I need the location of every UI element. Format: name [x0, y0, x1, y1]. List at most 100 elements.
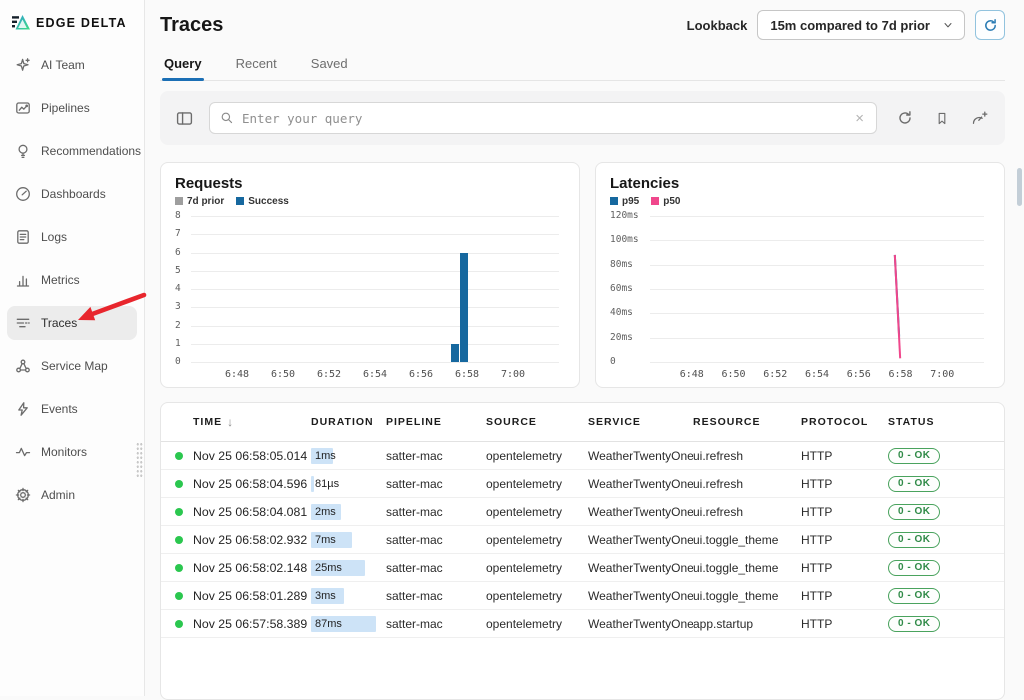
sort-desc-icon: ↓: [227, 415, 234, 429]
legend-item-p95[interactable]: p95: [610, 195, 639, 207]
table-row[interactable]: Nov 25 06:58:04.081 2ms satter-mac opent…: [161, 498, 1004, 526]
gridline: 2: [191, 326, 559, 327]
x-axis-tick: 7:00: [930, 369, 954, 380]
traces-table-card: TIME↓ DURATION PIPELINE SOURCE SERVICE R…: [160, 402, 1005, 700]
sidebar-item-events[interactable]: Events: [7, 392, 137, 426]
sidebar-item-recommendations[interactable]: Recommendations: [7, 134, 137, 168]
latencies-plot: 020ms40ms60ms80ms100ms120ms6:486:506:526…: [650, 216, 984, 362]
line-p50: [895, 255, 900, 358]
column-header-resource[interactable]: RESOURCE: [693, 416, 801, 428]
add-to-dashboard-icon[interactable]: [971, 110, 989, 127]
y-axis-tick: 40ms: [610, 308, 633, 318]
cell-status: 0 - OK: [888, 447, 990, 464]
sidebar-item-pipelines[interactable]: Pipelines: [7, 91, 137, 125]
legend-item-p50[interactable]: p50: [651, 195, 680, 207]
duration-text: 2ms: [311, 506, 336, 518]
pipelines-icon: [15, 100, 31, 116]
bookmark-icon[interactable]: [935, 111, 949, 126]
tab-query[interactable]: Query: [162, 48, 204, 80]
column-header-duration[interactable]: DURATION: [311, 416, 386, 428]
gridline: 5: [191, 271, 559, 272]
column-header-pipeline[interactable]: PIPELINE: [386, 416, 486, 428]
column-header-time[interactable]: TIME↓: [193, 415, 311, 429]
sidebar-item-service-map[interactable]: Service Map: [7, 349, 137, 383]
sidebar-item-monitors[interactable]: Monitors: [7, 435, 137, 469]
bar-success: [460, 253, 468, 363]
sidebar-item-ai-team[interactable]: AI Team: [7, 48, 137, 82]
column-header-source[interactable]: SOURCE: [486, 416, 588, 428]
x-axis-tick: 6:54: [363, 369, 387, 380]
cell-status: 0 - OK: [888, 531, 990, 548]
cell-resource: ui.refresh: [693, 477, 801, 491]
status-badge: 0 - OK: [888, 616, 940, 633]
column-header-status[interactable]: STATUS: [888, 416, 990, 428]
cell-duration: 2ms: [311, 504, 379, 520]
legend-swatch: [651, 197, 659, 205]
table-row[interactable]: Nov 25 06:58:05.014 1ms satter-mac opent…: [161, 442, 1004, 470]
query-input[interactable]: [242, 111, 853, 126]
table-row[interactable]: Nov 25 06:58:04.596 81µs satter-mac open…: [161, 470, 1004, 498]
pulse-icon: [15, 444, 31, 460]
table-row[interactable]: Nov 25 06:58:01.289 3ms satter-mac opent…: [161, 582, 1004, 610]
lightning-icon: [15, 401, 31, 417]
trace-status-dot: [175, 564, 183, 572]
run-query-refresh-icon[interactable]: [897, 110, 913, 126]
column-header-service[interactable]: SERVICE: [588, 416, 693, 428]
table-row[interactable]: Nov 25 06:58:02.932 7ms satter-mac opent…: [161, 526, 1004, 554]
tab-recent[interactable]: Recent: [234, 48, 279, 80]
table-row[interactable]: Nov 25 06:58:02.148 25ms satter-mac open…: [161, 554, 1004, 582]
legend-swatch: [610, 197, 618, 205]
page-header: Traces Lookback 15m compared to 7d prior: [160, 0, 1005, 46]
x-axis-tick: 6:56: [847, 369, 871, 380]
cell-protocol: HTTP: [801, 617, 888, 631]
global-refresh-button[interactable]: [975, 10, 1005, 40]
legend-item-success[interactable]: Success: [236, 195, 289, 207]
search-icon: [220, 111, 234, 125]
x-axis-tick: 6:50: [721, 369, 745, 380]
legend-item-7d-prior[interactable]: 7d prior: [175, 195, 224, 207]
legend-swatch: [236, 197, 244, 205]
panel-toggle-icon[interactable]: [176, 110, 193, 127]
ai-sparkle-icon: [15, 57, 31, 73]
x-axis-tick: 6:56: [409, 369, 433, 380]
cell-pipeline: satter-mac: [386, 505, 486, 519]
cell-time: Nov 25 06:58:01.289: [193, 589, 311, 603]
cell-time: Nov 25 06:58:04.596: [193, 477, 311, 491]
cell-source: opentelemetry: [486, 449, 588, 463]
y-axis-tick: 120ms: [610, 211, 639, 221]
sidebar-resize-handle[interactable]: [136, 442, 143, 478]
sidebar-item-metrics[interactable]: Metrics: [7, 263, 137, 297]
trace-status-dot: [175, 620, 183, 628]
chart-title-latencies: Latencies: [610, 175, 990, 192]
sidebar-item-traces[interactable]: Traces: [7, 306, 137, 340]
trace-status-dot: [175, 480, 183, 488]
status-badge: 0 - OK: [888, 504, 940, 521]
y-axis-tick: 6: [175, 248, 181, 258]
logs-icon: [15, 229, 31, 245]
sidebar-item-dashboards[interactable]: Dashboards: [7, 177, 137, 211]
column-header-protocol[interactable]: PROTOCOL: [801, 416, 888, 428]
tab-saved[interactable]: Saved: [309, 48, 350, 80]
requests-chart-card: Requests 7d priorSuccess 0123456786:486:…: [160, 162, 580, 388]
sidebar-item-admin[interactable]: Admin: [7, 478, 137, 512]
cell-duration: 25ms: [311, 560, 379, 576]
sidebar-item-label: Dashboards: [41, 187, 106, 201]
line-series-canvas: [650, 216, 984, 362]
lookback-label: Lookback: [687, 18, 748, 33]
table-row[interactable]: Nov 25 06:57:58.389 87ms satter-mac open…: [161, 610, 1004, 638]
chevron-down-icon: [942, 19, 954, 31]
lookback-dropdown[interactable]: 15m compared to 7d prior: [757, 10, 965, 40]
sidebar-item-label: Traces: [41, 316, 77, 330]
clear-query-icon[interactable]: ×: [853, 111, 866, 126]
latencies-chart-card: Latencies p95 p50 020ms40ms60ms80ms100ms1…: [595, 162, 1005, 388]
sidebar-item-label: Logs: [41, 230, 67, 244]
cell-service: WeatherTwentyOne: [588, 505, 693, 519]
page-scrollbar-thumb[interactable]: [1017, 168, 1022, 206]
sidebar-item-logs[interactable]: Logs: [7, 220, 137, 254]
trace-status-dot: [175, 536, 183, 544]
status-badge: 0 - OK: [888, 588, 940, 605]
cell-service: WeatherTwentyOne: [588, 533, 693, 547]
bar-success: [451, 344, 459, 362]
status-badge: 0 - OK: [888, 476, 940, 493]
gridline: 0: [191, 362, 559, 363]
